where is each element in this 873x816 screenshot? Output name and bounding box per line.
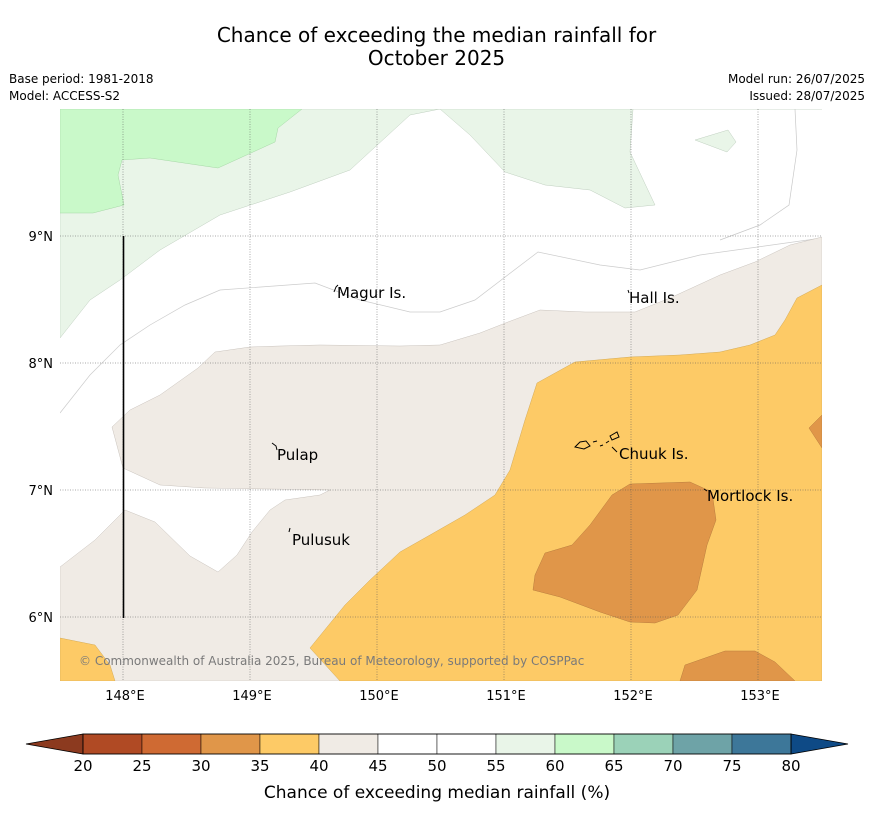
lon-tick-148: 148°E: [105, 689, 145, 704]
probability-60-65-region: [60, 109, 303, 214]
lat-tick-6n: 6°N: [29, 611, 54, 626]
colorbar-tick-label: 65: [604, 757, 623, 775]
place-label-mortlock: Mortlock Is.: [707, 487, 793, 505]
colorbar-bin: [141, 733, 202, 755]
graticule: [60, 109, 822, 681]
place-label-pulusuk: Pulusuk: [292, 531, 350, 549]
colorbar-tick-label: 80: [781, 757, 800, 775]
colorbar-tick-label: 35: [250, 757, 269, 775]
place-label-hall: Hall Is.: [629, 289, 680, 307]
colorbar-bin: [554, 733, 615, 755]
probability-55-60-region-arc: [719, 109, 798, 241]
probability-55-60-region-west: [60, 109, 441, 339]
colorbar-bin: [377, 733, 438, 755]
chuuk-island-shapes: [574, 431, 620, 453]
colorbar-tick-label: 75: [722, 757, 741, 775]
pulusuk-island-shape: [288, 527, 291, 533]
colorbar-bin: [731, 733, 792, 755]
probability-35-40-region-southwest: [60, 637, 116, 681]
colorbar-bin: [82, 733, 143, 755]
colorbar-label: Chance of exceeding median rainfall (%): [264, 783, 610, 803]
map-title-line-1: Chance of exceeding the median rainfall …: [216, 23, 657, 47]
lon-tick-150: 150°E: [359, 689, 399, 704]
colorbar-tick-label: 60: [545, 757, 564, 775]
model-run-label: Model run: 26/07/2025: [727, 72, 865, 86]
colorbar-tick-label: 40: [309, 757, 328, 775]
lat-tick-7n: 7°N: [29, 484, 54, 499]
mortlock-island-shape: [703, 488, 708, 492]
colorbar-tick-label: 25: [132, 757, 151, 775]
lon-tick-153: 153°E: [740, 689, 780, 704]
base-period-label: Base period: 1981-2018: [9, 72, 154, 86]
colorbar-tick-label: 30: [191, 757, 210, 775]
colorbar-bin: [200, 733, 261, 755]
colorbar-over-arrow: [790, 733, 849, 755]
colorbar-bin: [613, 733, 674, 755]
probability-30-35-region-east: [808, 414, 822, 449]
copyright-notice: © Commonwealth of Australia 2025, Bureau…: [79, 654, 584, 668]
probability-30-35-region-south: [679, 650, 796, 681]
colorbar-tick-label: 20: [73, 757, 92, 775]
colorbar-tick-label: 50: [427, 757, 446, 775]
contour-map: [60, 109, 822, 681]
colorbar-bin: [436, 733, 497, 755]
colorbar-tick-label: 55: [486, 757, 505, 775]
lat-tick-9n: 9°N: [29, 230, 54, 245]
probability-50-contour: [60, 237, 822, 414]
place-label-magur: Magur Is.: [337, 284, 406, 302]
colorbar-bin: [672, 733, 733, 755]
colorbar-bin: [495, 733, 556, 755]
model-label: Model: ACCESS-S2: [9, 89, 121, 103]
colorbar-bin: [259, 733, 320, 755]
probability-55-60-region-patch: [694, 129, 737, 153]
pulap-island-shape: [271, 442, 278, 451]
colorbar-tick-label: 70: [663, 757, 682, 775]
lon-tick-151: 151°E: [486, 689, 526, 704]
lon-tick-152: 152°E: [613, 689, 653, 704]
map-title-line-2: October 2025: [367, 46, 506, 70]
place-label-pulap: Pulap: [277, 446, 318, 464]
probability-55-60-region-north: [439, 109, 656, 209]
colorbar-bin: [318, 733, 379, 755]
island-outlines: [271, 284, 708, 533]
issued-label: Issued: 28/07/2025: [749, 89, 865, 103]
colorbar-under-arrow: [25, 733, 84, 755]
colorbar: 20 25 30 35 40 45 50 55 60 65 70 75 80 Chance of exc…: [25, 733, 849, 803]
magur-island-shape: [333, 284, 339, 293]
place-label-chuuk: Chuuk Is.: [619, 445, 688, 463]
colorbar-tick-label: 45: [368, 757, 387, 775]
hall-island-shape: [627, 289, 630, 294]
lon-tick-149: 149°E: [232, 689, 272, 704]
lat-tick-8n: 8°N: [29, 357, 54, 372]
